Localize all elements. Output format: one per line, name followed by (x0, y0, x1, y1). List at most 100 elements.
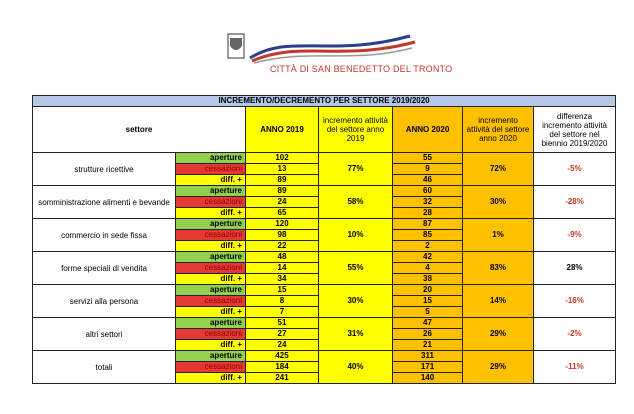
crest-shield (230, 38, 242, 50)
row-label: aperture (175, 317, 246, 329)
increment-2020: 30% (462, 185, 534, 219)
value-2019: 15 (245, 284, 319, 296)
value-2020: 4 (392, 262, 463, 274)
increment-2019: 31% (318, 317, 393, 351)
row-label: cessazioni (175, 295, 246, 307)
table-row: cessazioni 24 32 (33, 196, 616, 208)
row-label: aperture (175, 218, 246, 230)
increment-2020: 29% (462, 350, 534, 384)
increment-2019: 58% (318, 185, 393, 219)
logo (227, 33, 416, 64)
value-2019: 241 (245, 372, 319, 384)
increment-2020: 1% (462, 218, 534, 252)
value-2020: 85 (392, 229, 463, 241)
difference: -11% (532, 350, 617, 384)
row-label: aperture (175, 251, 246, 263)
value-2020: 60 (392, 185, 463, 197)
value-2020: 38 (392, 273, 463, 285)
increment-2019: 10% (318, 218, 393, 252)
difference: -2% (532, 317, 617, 351)
value-2019: 102 (245, 152, 319, 164)
sector-name: altri settori (32, 317, 176, 351)
table-row: somministrazione alimenti e bevande apert… (32, 185, 617, 219)
value-2020: 46 (392, 174, 463, 186)
value-2019: 22 (245, 240, 319, 252)
table-row: forme speciali di vendita aperture 48 55% 42… (32, 251, 617, 285)
row-label: aperture (175, 185, 246, 197)
value-2019: 89 (245, 174, 319, 186)
swirl (253, 47, 413, 64)
value-2020: 55 (392, 152, 463, 164)
sector-name: servizi alla persona (32, 284, 176, 318)
value-2020: 15 (392, 295, 463, 307)
value-2020: 28 (392, 207, 463, 219)
table-row: diff. +65 28 (33, 207, 616, 219)
difference: -28% (532, 185, 617, 219)
row-label: diff. + (175, 273, 246, 285)
row-label: cessazioni (175, 163, 246, 175)
table-row: INCREMENTO/DECREMENTO PER SETTORE 2019/2… (31, 95, 617, 107)
table-row: strutture ricettive aperture 102 77% 55 72% -5… (32, 152, 617, 186)
value-2020: 171 (392, 361, 463, 373)
table-row: cessazioni 14 4 (33, 262, 616, 274)
row-label: aperture (175, 350, 246, 362)
row-label: diff. + (175, 339, 246, 351)
sector-name: totali (32, 350, 176, 384)
sector-name: strutture ricettive (32, 152, 176, 186)
value-2020: 20 (392, 284, 463, 296)
value-2020: 140 (392, 372, 463, 384)
value-2020: 47 (392, 317, 463, 329)
difference: -5% (532, 152, 617, 186)
value-2019: 13 (245, 163, 319, 175)
table-row: commercio in sede fissa aperture 120 10% 87 1… (32, 218, 617, 252)
value-2019: 24 (245, 196, 319, 208)
value-2020: 26 (392, 328, 463, 340)
value-2020: 9 (392, 163, 463, 175)
increment-2019: 77% (318, 152, 393, 186)
value-2019: 120 (245, 218, 319, 230)
difference: 28% (532, 251, 617, 285)
sector-table: INCREMENTO/DECREMENTO PER SETTORE 2019/2… (31, 95, 617, 384)
row-label: cessazioni (175, 196, 246, 208)
value-2019: 27 (245, 328, 319, 340)
column-header: differenza incremento attività del setto… (532, 106, 617, 153)
sector-name: forme speciali di vendita (32, 251, 176, 285)
value-2020: 42 (392, 251, 463, 263)
table-title: INCREMENTO/DECREMENTO PER SETTORE 2019/2… (31, 95, 617, 107)
value-2019: 98 (245, 229, 319, 241)
value-2019: 89 (245, 185, 319, 197)
value-2019: 7 (245, 306, 319, 318)
row-label: diff. + (175, 174, 246, 186)
sector-name: somministrazione alimenti e bevande (32, 185, 176, 219)
column-header: incremento attività del settore anno 201… (318, 106, 393, 153)
row-label: aperture (175, 152, 246, 164)
value-2019: 48 (245, 251, 319, 263)
sector-name: commercio in sede fissa (32, 218, 176, 252)
row-label: cessazioni (175, 361, 246, 373)
row-label: cessazioni (175, 262, 246, 274)
value-2019: 184 (245, 361, 319, 373)
column-header: settore (32, 106, 246, 153)
table-row: diff. +24 21 (33, 339, 616, 351)
column-header: ANNO 2020 (392, 106, 463, 153)
row-label: diff. + (175, 372, 246, 384)
row-label: cessazioni (175, 328, 246, 340)
row-label: diff. + (175, 240, 246, 252)
value-2019: 34 (245, 273, 319, 285)
value-2019: 425 (245, 350, 319, 362)
value-2020: 21 (392, 339, 463, 351)
table-row: settore ANNO 2019 incremento attività del … (32, 106, 617, 153)
value-2020: 311 (392, 350, 463, 362)
table-row: diff. +241 140 (33, 372, 616, 384)
table-row: diff. +7 5 (33, 306, 616, 318)
value-2020: 5 (392, 306, 463, 318)
value-2020: 32 (392, 196, 463, 208)
increment-2019: 40% (318, 350, 393, 384)
city-name: CITTÀ DI SAN BENEDETTO DEL TRONTO (270, 64, 453, 74)
row-label: diff. + (175, 306, 246, 318)
increment-2020: 14% (462, 284, 534, 318)
table-row: totali aperture 425 40% 311 29% -11% (32, 350, 617, 384)
difference: -9% (532, 218, 617, 252)
table-row: diff. +22 2 (33, 240, 616, 252)
